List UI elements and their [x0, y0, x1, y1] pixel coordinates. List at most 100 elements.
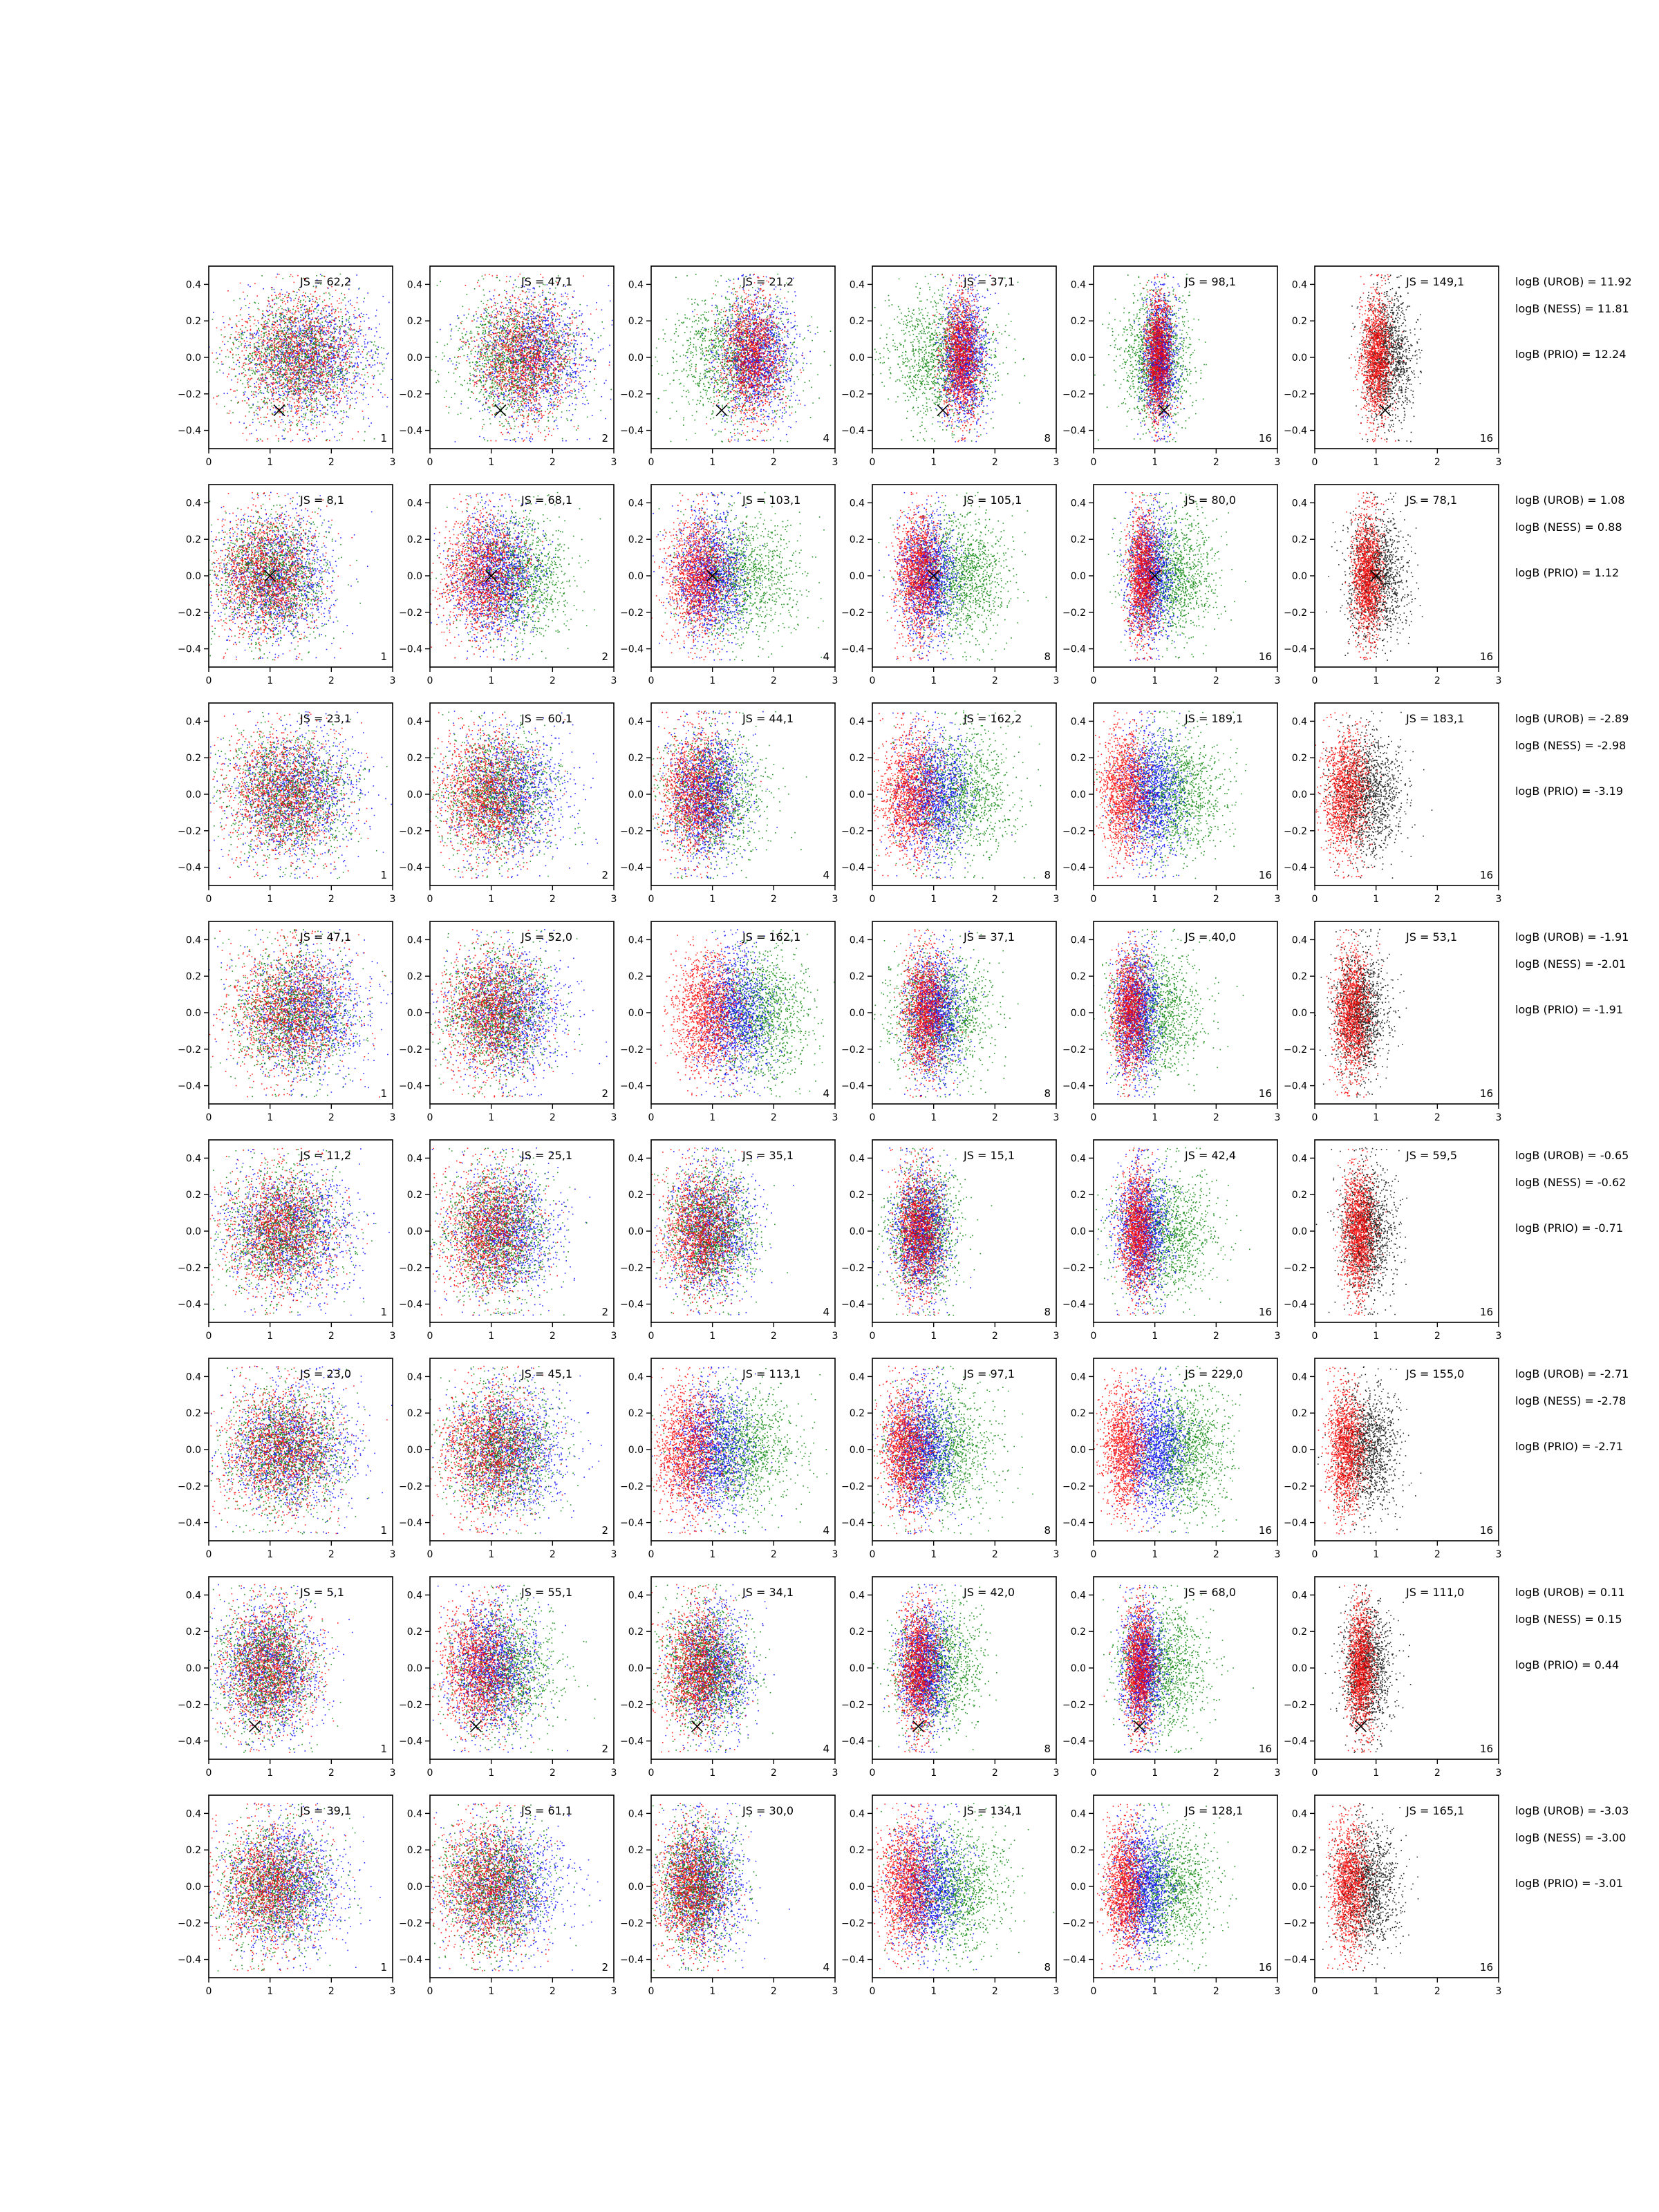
- x-tick-label: 1: [1373, 1112, 1379, 1123]
- y-tick-label: 0.0: [1292, 571, 1307, 582]
- x-tick-label: 2: [550, 1986, 556, 1997]
- y-tick-label: −0.2: [841, 389, 865, 400]
- logb-prio-label: logB (PRIO) = -3.01: [1515, 1877, 1623, 1890]
- x-tick-label: 1: [1152, 1768, 1158, 1779]
- y-tick-label: −0.2: [1062, 1481, 1086, 1492]
- y-tick-label: 0.4: [1292, 279, 1307, 290]
- y-tick-label: −0.4: [620, 1518, 644, 1529]
- x-tick-label: 1: [930, 1549, 937, 1560]
- x-tick-label: 1: [709, 675, 715, 686]
- y-tick-label: 0.2: [1292, 1627, 1307, 1638]
- y-tick-label: 0.0: [186, 1663, 201, 1674]
- y-tick-label: 0.0: [850, 1226, 865, 1237]
- y-tick-label: −0.4: [178, 644, 201, 655]
- js-annotation: JS = 68,0: [1184, 1586, 1236, 1599]
- x-tick-label: 1: [709, 1549, 715, 1560]
- x-tick-label: 2: [550, 1549, 556, 1560]
- logb-prio-label: logB (PRIO) = 1.12: [1515, 566, 1619, 579]
- x-tick-label: 1: [488, 1331, 494, 1342]
- x-tick-label: 3: [390, 1986, 396, 1997]
- x-tick-label: 2: [1434, 894, 1441, 905]
- y-tick-label: 0.4: [1071, 1153, 1086, 1164]
- y-tick-label: 0.4: [1292, 716, 1307, 727]
- js-annotation: JS = 155,0: [1405, 1367, 1464, 1380]
- logb-prio-label: logB (PRIO) = -2.71: [1515, 1440, 1623, 1453]
- x-tick-label: 3: [1275, 457, 1281, 468]
- y-tick-label: 0.2: [1292, 1845, 1307, 1856]
- y-tick-label: −0.4: [620, 863, 644, 874]
- panel-number: 1: [380, 1524, 387, 1537]
- y-tick-label: 0.0: [1071, 571, 1086, 582]
- y-tick-label: 0.0: [1292, 1663, 1307, 1674]
- y-tick-label: 0.2: [186, 534, 201, 545]
- panel-number: 4: [823, 1306, 830, 1318]
- x-tick-label: 0: [1312, 894, 1318, 905]
- y-tick-label: −0.4: [1284, 1518, 1307, 1529]
- x-tick-label: 1: [930, 675, 937, 686]
- panel-number: 16: [1259, 1306, 1272, 1318]
- y-tick-label: −0.4: [1284, 426, 1307, 437]
- x-tick-label: 3: [390, 457, 396, 468]
- x-tick-label: 0: [427, 1986, 433, 1997]
- x-tick-label: 3: [611, 1331, 617, 1342]
- x-tick-label: 1: [1373, 1331, 1379, 1342]
- panel-number: 16: [1480, 432, 1493, 444]
- panel-number: 1: [380, 1087, 387, 1100]
- y-tick-label: −0.2: [1062, 608, 1086, 619]
- x-tick-label: 2: [550, 1331, 556, 1342]
- logb-urob-label: logB (UROB) = 1.08: [1515, 494, 1625, 507]
- js-annotation: JS = 47,1: [521, 275, 572, 288]
- y-tick-label: 0.2: [186, 1627, 201, 1638]
- js-annotation: JS = 128,1: [1184, 1804, 1243, 1817]
- y-tick-label: −0.4: [178, 426, 201, 437]
- logb-prio-label: logB (PRIO) = -3.19: [1515, 785, 1623, 798]
- logb-prio-label: logB (PRIO) = -0.71: [1515, 1221, 1623, 1235]
- x-tick-label: 1: [1152, 675, 1158, 686]
- y-tick-label: −0.4: [620, 1736, 644, 1747]
- y-tick-label: 0.2: [1292, 1190, 1307, 1201]
- x-tick-label: 2: [771, 1112, 777, 1123]
- y-tick-label: −0.2: [399, 1700, 422, 1711]
- y-tick-label: 0.0: [850, 353, 865, 364]
- y-tick-label: −0.4: [178, 1955, 201, 1966]
- y-tick-label: −0.2: [841, 826, 865, 837]
- x-tick-label: 1: [1373, 457, 1379, 468]
- y-tick-label: 0.0: [628, 1445, 644, 1456]
- panel-number: 8: [1044, 1743, 1051, 1755]
- y-tick-label: 0.4: [407, 716, 422, 727]
- y-tick-label: 0.0: [1071, 1008, 1086, 1019]
- y-tick-label: 0.0: [1292, 1008, 1307, 1019]
- x-tick-label: 0: [648, 1549, 655, 1560]
- y-tick-label: 0.2: [186, 1408, 201, 1419]
- x-tick-label: 2: [328, 457, 335, 468]
- x-tick-label: 3: [832, 1768, 838, 1779]
- y-tick-label: 0.4: [850, 279, 865, 290]
- y-tick-label: 0.4: [186, 935, 201, 946]
- x-tick-label: 2: [1213, 894, 1219, 905]
- y-tick-label: 0.4: [186, 1808, 201, 1819]
- x-tick-label: 1: [709, 457, 715, 468]
- js-annotation: JS = 183,1: [1405, 712, 1464, 725]
- x-tick-label: 1: [267, 1112, 273, 1123]
- x-tick-label: 0: [870, 457, 876, 468]
- y-tick-label: 0.0: [186, 1226, 201, 1237]
- y-tick-label: 0.0: [186, 1008, 201, 1019]
- y-tick-label: −0.4: [841, 426, 865, 437]
- logb-urob-label: logB (UROB) = -0.65: [1515, 1149, 1629, 1162]
- x-tick-label: 3: [832, 675, 838, 686]
- x-tick-label: 3: [611, 675, 617, 686]
- x-tick-label: 3: [832, 457, 838, 468]
- x-tick-label: 0: [1312, 457, 1318, 468]
- js-annotation: JS = 52,0: [521, 930, 572, 944]
- x-tick-label: 0: [1091, 675, 1097, 686]
- y-tick-label: 0.4: [1071, 716, 1086, 727]
- x-tick-label: 1: [709, 1112, 715, 1123]
- x-tick-label: 1: [930, 894, 937, 905]
- x-tick-label: 2: [550, 1112, 556, 1123]
- y-tick-label: 0.0: [850, 1445, 865, 1456]
- y-tick-label: −0.4: [1062, 1081, 1086, 1092]
- x-tick-label: 3: [1275, 1986, 1281, 1997]
- panel-number: 16: [1259, 1524, 1272, 1537]
- y-tick-label: 0.2: [1292, 971, 1307, 982]
